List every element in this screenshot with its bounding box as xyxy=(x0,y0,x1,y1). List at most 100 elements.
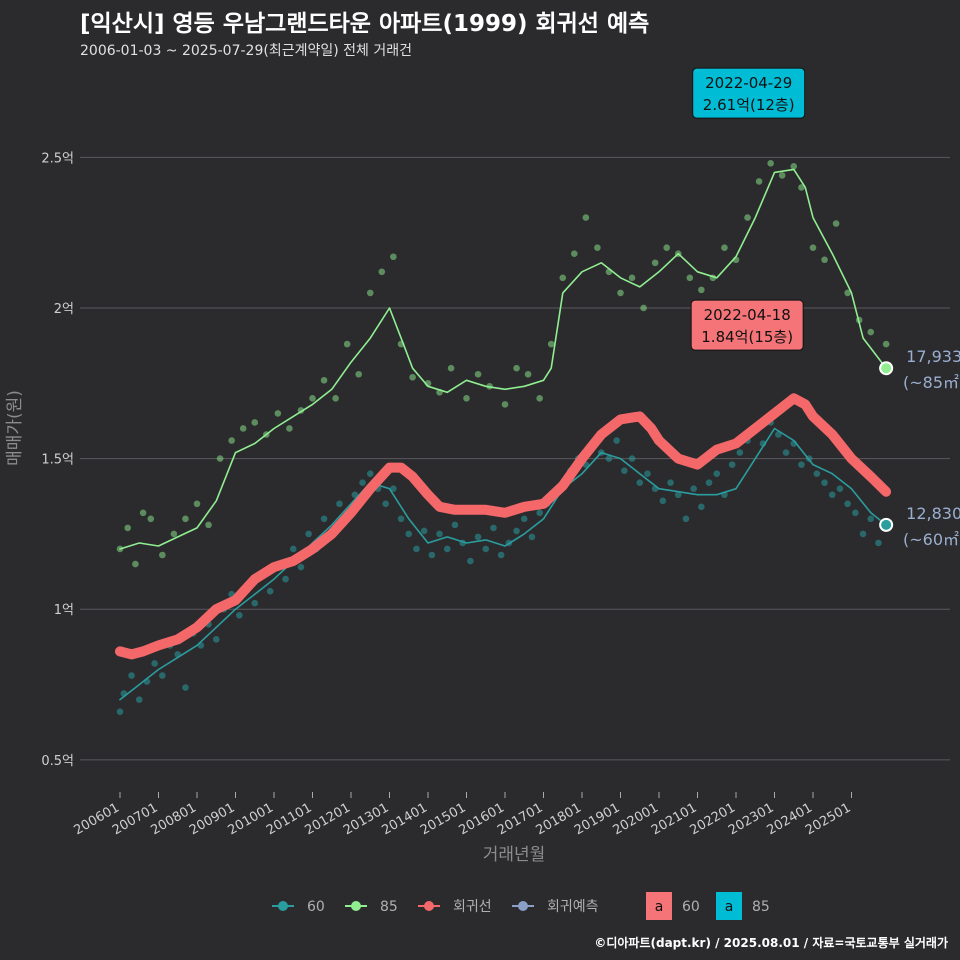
scatter-point-60 xyxy=(413,545,420,553)
scatter-point-85 xyxy=(686,274,694,282)
legend-fill-swatch xyxy=(716,892,742,920)
legend-label: 85 xyxy=(380,899,398,915)
scatter-point-60 xyxy=(305,530,312,538)
end-point xyxy=(879,517,894,532)
scatter-point-85 xyxy=(594,244,601,252)
scatter-point-85 xyxy=(513,364,520,372)
grid-lines xyxy=(80,156,950,761)
scatter-point-60 xyxy=(451,521,459,529)
trend-line-85 xyxy=(119,168,887,550)
chart-subtitle: 2006-01-03 ~ 2025-07-29(최근계약일) 전체 거래건 xyxy=(80,43,412,59)
scatter-point-85 xyxy=(882,340,890,348)
scatter-point-85 xyxy=(343,340,351,348)
scatter-point-85 xyxy=(286,425,293,432)
scatter-point-60 xyxy=(420,527,428,535)
scatter-point-85 xyxy=(582,214,590,221)
scatter-point-60 xyxy=(798,461,805,468)
scatter-point-85 xyxy=(170,530,178,538)
scatter-point-60 xyxy=(667,479,674,486)
scatter-point-60 xyxy=(467,557,474,565)
scatter-point-60 xyxy=(351,491,359,499)
source-caption: ©디아파트(dapt.kr) / 2025.08.01 / 자료=국토교통부 실… xyxy=(594,936,948,950)
scatter-point-85 xyxy=(571,250,578,258)
scatter-point-85 xyxy=(721,244,728,252)
legend-item: 85 xyxy=(345,899,398,915)
scatter-point-85 xyxy=(390,253,397,261)
scatter-point-85 xyxy=(463,395,470,402)
scatter-point-85 xyxy=(524,370,532,378)
scatter-point-85 xyxy=(239,425,247,432)
y-axis-ticks: 0.5억 1억 1.5억 2억 2.5억 xyxy=(41,151,74,769)
legend-fill-label: 85 xyxy=(752,899,770,915)
scatter-point-60 xyxy=(875,539,882,547)
scatter-point-60 xyxy=(621,467,628,474)
scatter-point-60 xyxy=(482,545,490,553)
scatter-point-85 xyxy=(355,370,363,378)
trend-lines xyxy=(115,168,892,701)
scatter-point-85 xyxy=(378,268,386,276)
legend-swatch-dot xyxy=(278,901,288,911)
scatter-point-60 xyxy=(159,672,166,679)
scatter-point-60 xyxy=(659,497,667,505)
annotation-value: 1.84억(15층) xyxy=(701,328,793,346)
scatter-point-85 xyxy=(867,328,875,336)
scatter-point-85 xyxy=(216,455,224,462)
scatter-point-85 xyxy=(640,304,647,312)
scatter-point-85 xyxy=(132,560,139,568)
scatter-point-60 xyxy=(116,708,124,715)
scatter-point-85 xyxy=(193,500,201,508)
scatter-point-60 xyxy=(536,509,543,517)
scatter-point-85 xyxy=(821,256,828,264)
legend-fill-item: a 60 xyxy=(646,892,700,920)
scatter-point-60 xyxy=(151,660,158,667)
scatter-point-85 xyxy=(536,395,543,402)
annotation-60: 2022-04-18 1.84억(15층) xyxy=(690,299,804,351)
scatter-point-60 xyxy=(474,533,482,541)
scatter-point-85 xyxy=(767,160,774,167)
end-point xyxy=(879,361,894,376)
scatter-point-85 xyxy=(832,220,840,227)
scatter-point-60 xyxy=(366,470,374,477)
y-tick-label: 1.5억 xyxy=(41,453,74,468)
scatter-point-85 xyxy=(844,289,851,297)
legend-item: 60 xyxy=(272,899,325,915)
legend-swatch-dot xyxy=(424,901,434,911)
scatter-point-60 xyxy=(135,696,143,703)
scatter-point-60 xyxy=(359,479,366,486)
scatter-point-85 xyxy=(617,289,624,297)
scatter-point-60 xyxy=(728,461,736,468)
y-tick-label: 0.5억 xyxy=(41,754,74,769)
annotations: 2022-04-29 2.61억(12층) 2022-04-18 1.84억(15층)… xyxy=(690,67,960,549)
x-axis-ticks: 2006012007012008012009012010012011012012… xyxy=(72,792,854,838)
legend-swatch-dot xyxy=(351,901,361,911)
scatter-point-60 xyxy=(682,515,690,523)
scatter-points xyxy=(116,160,890,715)
scatter-point-60 xyxy=(397,515,405,523)
scatter-point-60 xyxy=(867,515,875,523)
scatter-point-60 xyxy=(698,503,705,511)
scatter-point-85 xyxy=(366,289,374,297)
end-area: (~85㎡) xyxy=(903,373,960,392)
scatter-point-85 xyxy=(790,163,798,170)
scatter-point-60 xyxy=(236,611,243,619)
scatter-point-85 xyxy=(698,286,705,294)
scatter-point-60 xyxy=(628,455,636,462)
legend-fill-letter: a xyxy=(725,899,734,915)
scatter-point-85 xyxy=(332,395,339,402)
scatter-point-60 xyxy=(528,533,536,541)
trend-line-60 xyxy=(119,427,887,701)
scatter-point-60 xyxy=(443,545,451,553)
scatter-point-85 xyxy=(309,395,316,402)
scatter-point-60 xyxy=(674,491,682,499)
scatter-point-85 xyxy=(744,214,751,221)
legend-fill-swatch xyxy=(646,892,672,920)
scatter-point-85 xyxy=(778,172,786,179)
scatter-point-85 xyxy=(559,274,567,282)
legend-fill-letter: a xyxy=(655,899,664,915)
scatter-point-60 xyxy=(705,479,713,486)
scatter-point-60 xyxy=(605,455,613,462)
regression-line xyxy=(115,393,892,660)
x-axis-title: 거래년월 xyxy=(483,845,546,865)
scatter-point-85 xyxy=(159,551,166,559)
scatter-point-60 xyxy=(859,530,867,538)
